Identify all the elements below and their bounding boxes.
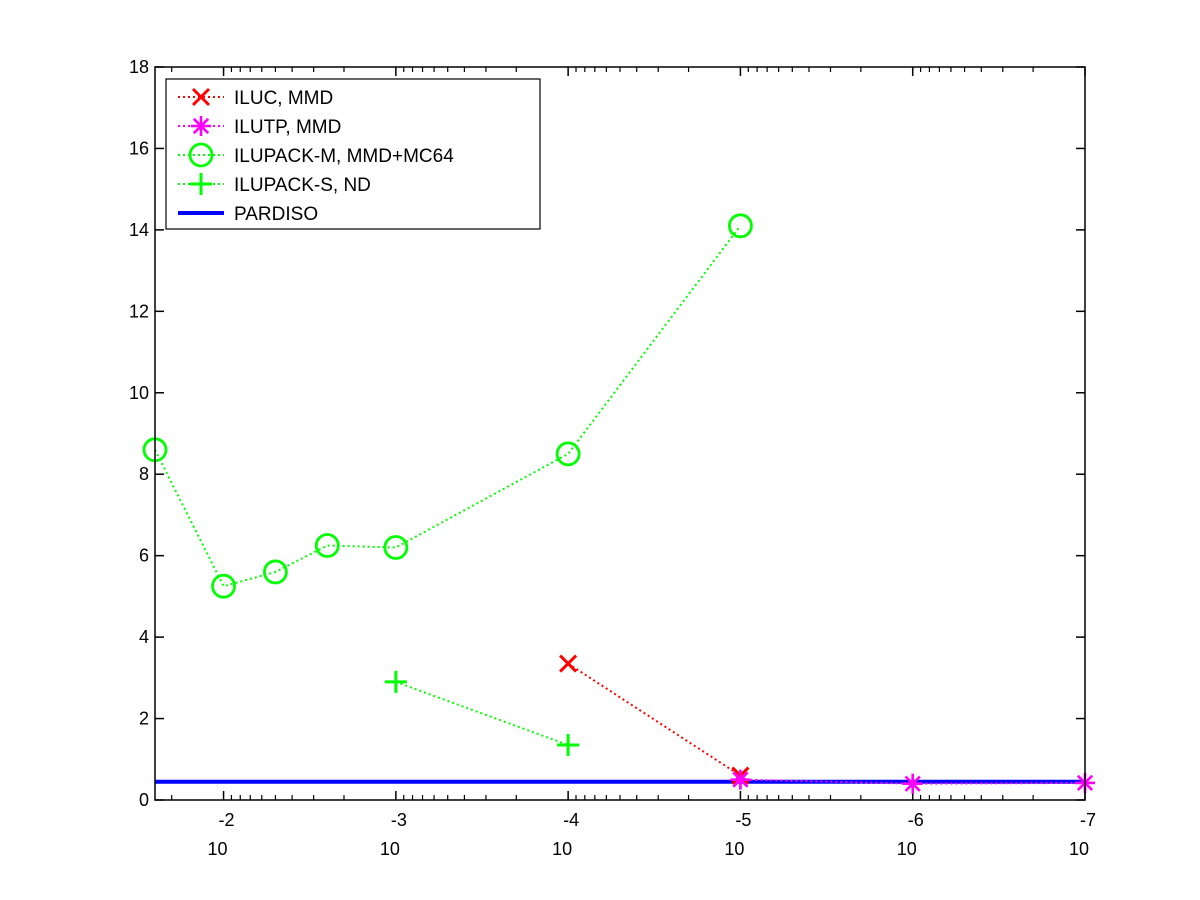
marker-plus (190, 173, 212, 195)
marker-circle (728, 213, 753, 239)
x-tick-label: -410 (552, 810, 579, 859)
y-tick-label: 10 (129, 383, 149, 403)
y-tick-label: 4 (139, 627, 149, 647)
legend-label: ILUC, MMD (234, 88, 333, 109)
x-tick-label: -210 (208, 810, 235, 859)
marker-x-stroke (559, 654, 578, 673)
x-tick-base: 10 (552, 839, 572, 859)
legend-item-iluc-mmd: ILUC, MMD (178, 87, 333, 109)
x-tick-base: 10 (380, 839, 400, 859)
x-tick-exponent: -4 (563, 810, 579, 830)
x-tick-base: 10 (1069, 839, 1089, 859)
x-tick-label: -610 (897, 810, 924, 859)
y-tick-label: 8 (139, 464, 149, 484)
y-tick-label: 16 (129, 138, 149, 158)
marker-circle (314, 533, 340, 558)
legend-label: ILUTP, MMD (234, 117, 341, 138)
legend: ILUC, MMD ILUTP, MMD ILUPACK-M, MMD+MC64 IL… (165, 78, 541, 230)
legend-label: ILUPACK-S, ND (234, 175, 371, 196)
legend-item-ilutp-mmd: ILUTP, MMD (178, 116, 341, 138)
marker-x (191, 87, 211, 107)
marker-x (559, 654, 578, 673)
y-tick-label: 12 (129, 301, 149, 321)
x-tick-label: -310 (380, 810, 407, 859)
legend-label: PARDISO (234, 204, 318, 225)
legend-item-pardiso: PARDISO (178, 204, 318, 225)
marker-asterisk-stroke (192, 117, 210, 135)
x-tick-label: -510 (724, 810, 751, 859)
legend-item-ilupack-m-mmd-mc64: ILUPACK-M, MMD+MC64 (178, 142, 454, 168)
marker-circle (211, 573, 236, 599)
x-tick-base: 10 (897, 839, 917, 859)
legend-label: ILUPACK-M, MMD+MC64 (234, 146, 454, 167)
marker-asterisk-stroke (732, 771, 749, 788)
marker-plus (384, 670, 407, 693)
x-tick-label: -710 (1069, 810, 1096, 859)
series-ilupack-m-mmd-mc64 (142, 213, 753, 599)
y-tick-label: 14 (129, 220, 149, 240)
x-tick-exponent: -5 (735, 810, 751, 830)
marker-asterisk (902, 773, 923, 794)
legend-box (165, 78, 541, 230)
marker-circle (188, 142, 214, 168)
x-tick-base: 10 (208, 839, 228, 859)
marker-asterisk (730, 769, 751, 790)
marker-plus (557, 734, 580, 757)
series-ilupack-s-nd (384, 670, 580, 757)
marker-x-stroke (191, 87, 211, 107)
marker-asterisk (191, 116, 211, 136)
x-tick-exponent: -6 (908, 810, 924, 830)
plot-frame (154, 66, 1086, 801)
x-tick-exponent: -7 (1080, 810, 1096, 830)
series-line (567, 662, 741, 777)
marker-asterisk-stroke (904, 775, 921, 792)
legend-item-ilupack-s-nd: ILUPACK-S, ND (178, 173, 371, 196)
y-tick-label: 0 (139, 790, 149, 810)
x-tick-exponent: -2 (219, 810, 235, 830)
marker-circle (383, 535, 409, 560)
y-tick-label: 2 (139, 709, 149, 729)
marker-circle (263, 559, 288, 585)
x-tick-exponent: -3 (391, 810, 407, 830)
x-tick-base: 10 (724, 839, 744, 859)
y-tick-label: 18 (129, 57, 149, 77)
marker-circle (555, 441, 581, 467)
y-tick-label: 6 (139, 546, 149, 566)
series-line (395, 680, 569, 746)
